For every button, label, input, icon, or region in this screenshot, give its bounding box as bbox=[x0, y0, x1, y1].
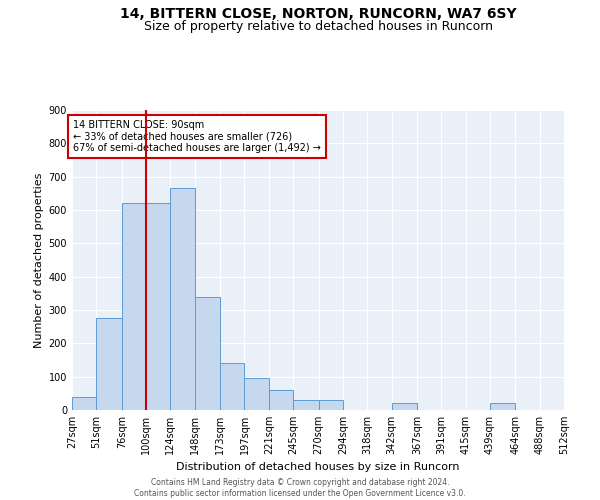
Y-axis label: Number of detached properties: Number of detached properties bbox=[34, 172, 44, 348]
Bar bbox=[490, 404, 515, 410]
Text: Contains HM Land Registry data © Crown copyright and database right 2024.
Contai: Contains HM Land Registry data © Crown c… bbox=[134, 478, 466, 498]
Text: 14, BITTERN CLOSE, NORTON, RUNCORN, WA7 6SY: 14, BITTERN CLOSE, NORTON, RUNCORN, WA7 … bbox=[119, 8, 517, 22]
Bar bbox=[220, 364, 244, 410]
Text: Size of property relative to detached houses in Runcorn: Size of property relative to detached ho… bbox=[143, 20, 493, 33]
Bar bbox=[195, 296, 220, 410]
Bar bbox=[122, 204, 146, 410]
Bar bbox=[97, 318, 122, 410]
Text: 14 BITTERN CLOSE: 90sqm
← 33% of detached houses are smaller (726)
67% of semi-d: 14 BITTERN CLOSE: 90sqm ← 33% of detache… bbox=[73, 120, 321, 153]
Bar bbox=[392, 404, 417, 410]
Bar bbox=[269, 390, 293, 410]
Bar bbox=[170, 188, 195, 410]
Bar bbox=[293, 400, 319, 410]
Bar bbox=[244, 378, 269, 410]
Bar bbox=[319, 400, 343, 410]
Text: Distribution of detached houses by size in Runcorn: Distribution of detached houses by size … bbox=[176, 462, 460, 472]
Bar bbox=[146, 204, 170, 410]
Bar bbox=[72, 396, 97, 410]
